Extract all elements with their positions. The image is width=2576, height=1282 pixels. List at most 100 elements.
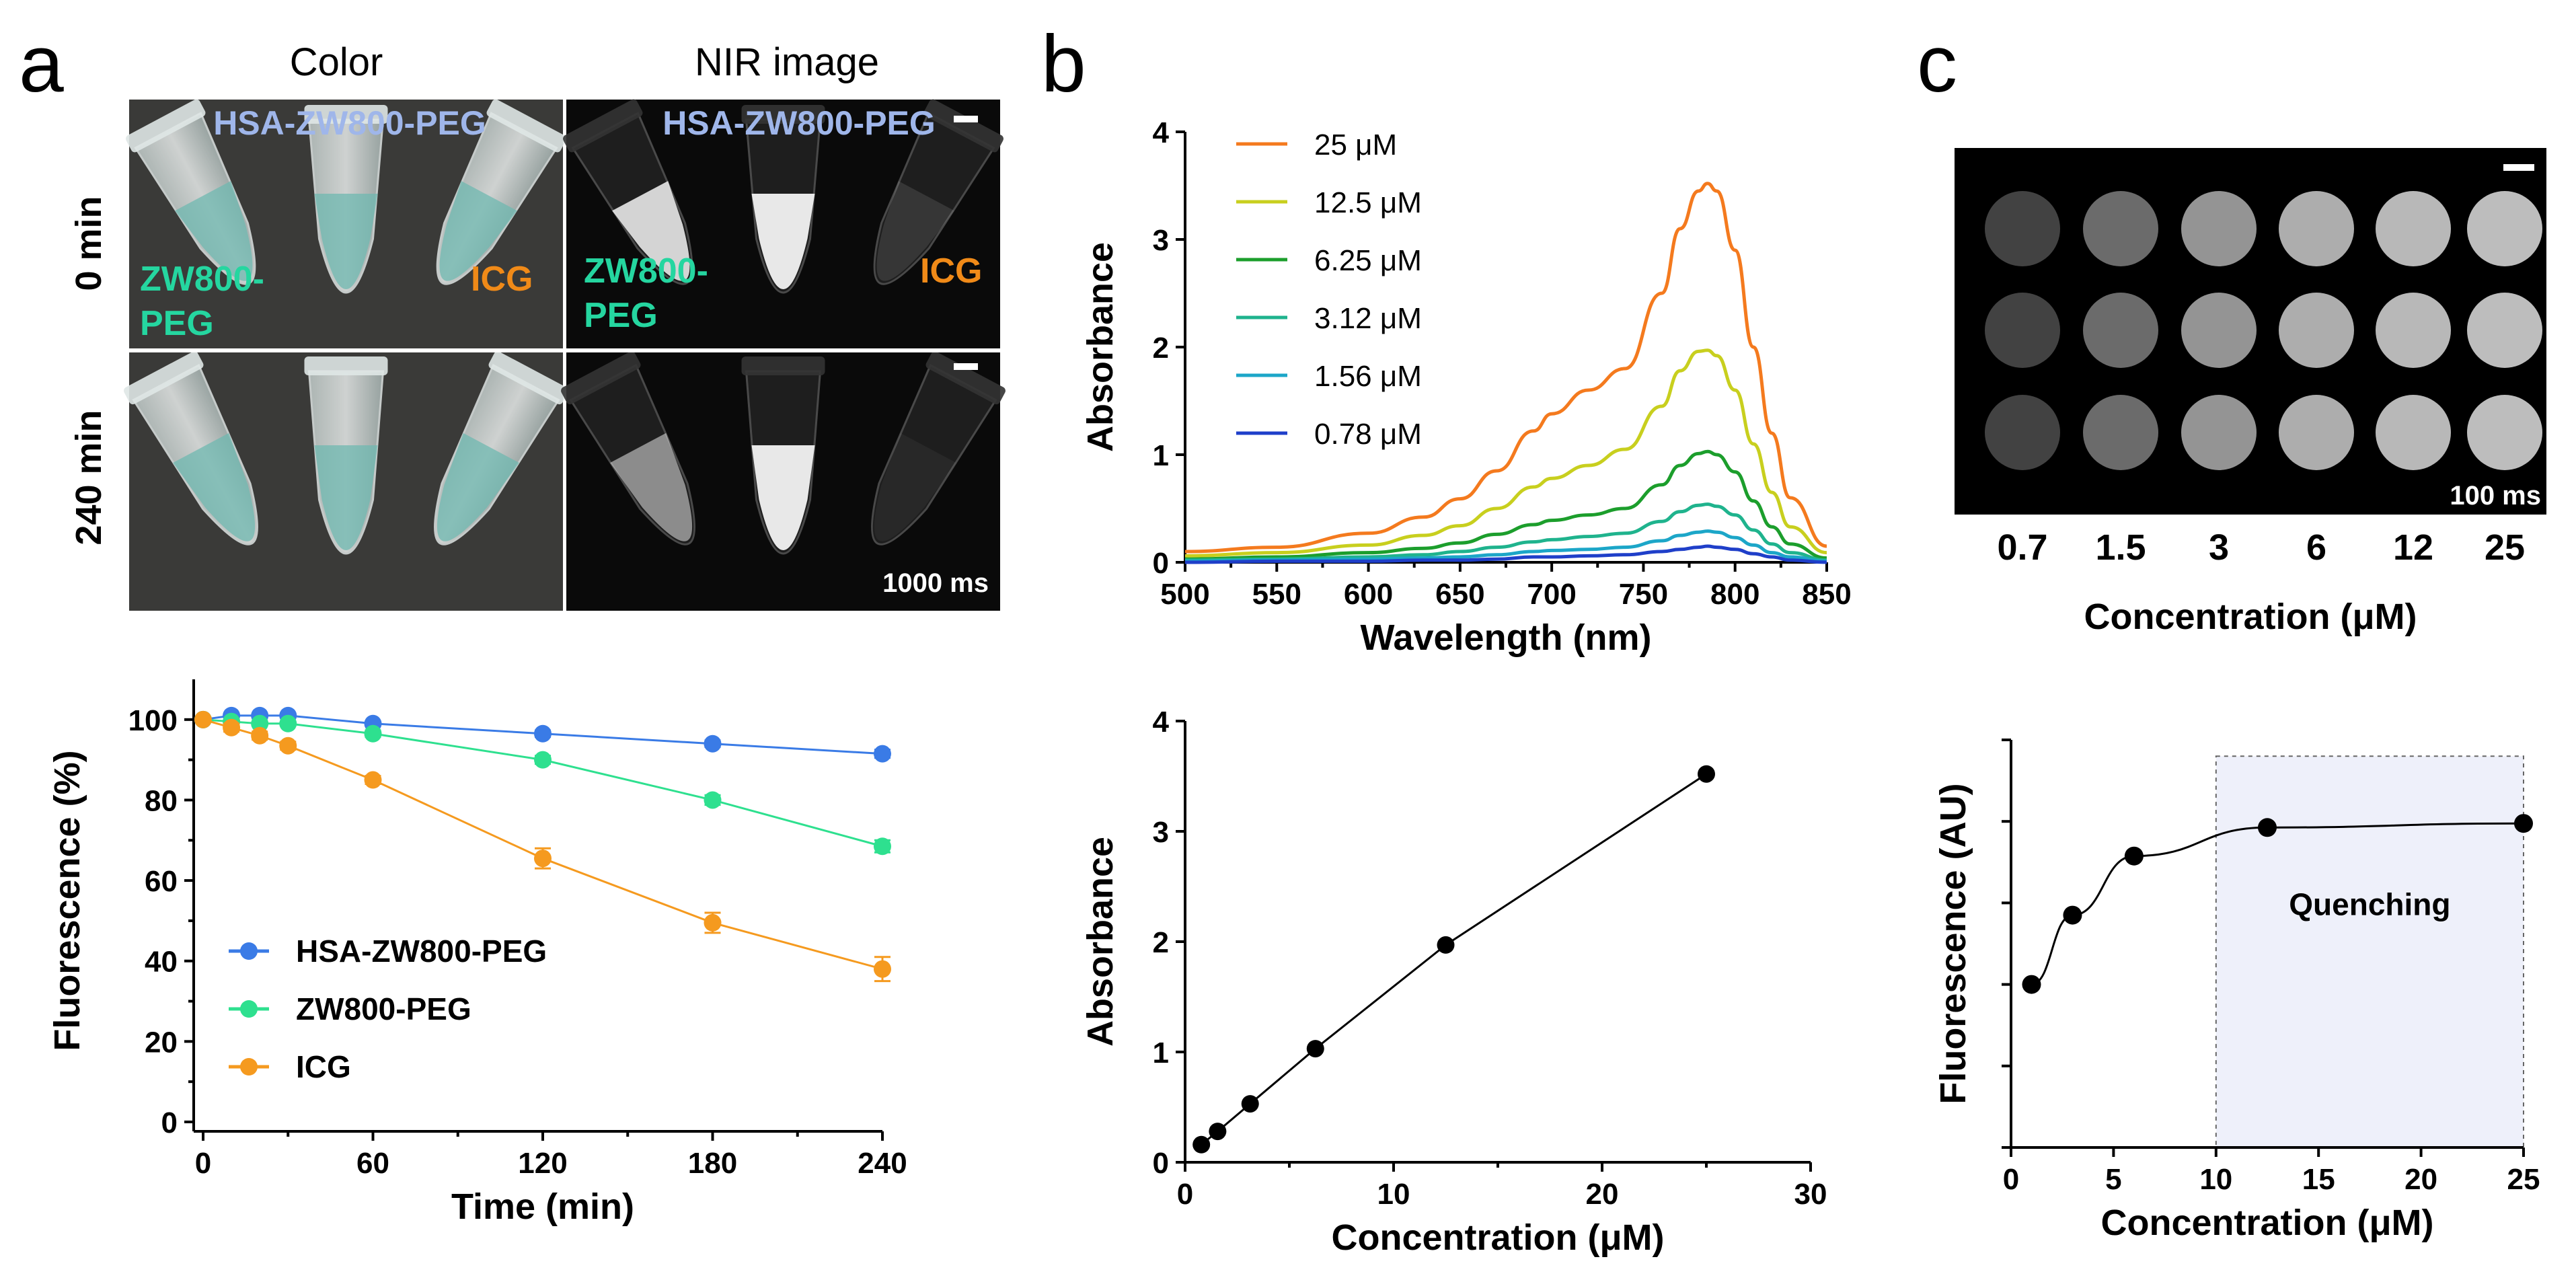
data-point-2-2 <box>251 726 269 745</box>
label-zw-color-2: PEG <box>140 304 214 343</box>
y-tick-label: 20 <box>145 1026 178 1059</box>
data-point-0-6 <box>704 734 722 753</box>
data-point-1-3 <box>279 714 297 732</box>
well-conc-label: 25 <box>2485 527 2525 568</box>
series-line-3 <box>1184 502 1827 562</box>
tube-liquid <box>612 181 690 281</box>
series-line-1 <box>1184 348 1827 558</box>
data-point-0-5 <box>1698 765 1715 783</box>
tube-body <box>873 112 995 285</box>
x-tick-label: 800 <box>1710 578 1759 611</box>
series-line-4 <box>1184 529 1827 563</box>
x-tick-label: 0 <box>2003 1163 2019 1196</box>
well-r0-c3 <box>2279 191 2354 266</box>
tube-liquid <box>874 432 956 541</box>
tube-liquid <box>610 432 693 541</box>
x-tick-label: 850 <box>1802 578 1851 611</box>
legend-entry: 1.56 μM <box>1314 360 1422 393</box>
y-tick-label: 3 <box>1153 816 1169 849</box>
well-grid <box>1985 191 2542 470</box>
tube-cap <box>488 351 568 405</box>
legend-entry: 6.25 μM <box>1314 244 1422 277</box>
well-concentration-labels: 0.7 1.5 3 6 12 25 <box>1997 527 2525 568</box>
well-r2-c2 <box>2181 395 2257 470</box>
well-r1-c0 <box>1985 293 2060 368</box>
well-r1-c5 <box>2467 293 2542 368</box>
label-zw-color-1: ZW800- <box>140 260 264 299</box>
data-point-1-5 <box>534 751 552 769</box>
x-tick-label: 25 <box>2507 1163 2540 1196</box>
tube-hsa-zw800-peg <box>741 105 825 294</box>
y-tick-label: 1 <box>1153 439 1169 472</box>
color-column-header: Color <box>290 40 383 84</box>
y-tick-label: 40 <box>145 946 178 979</box>
label-hsa-color: HSA-ZW800-PEG <box>213 104 486 142</box>
x-tick-label: 10 <box>2199 1163 2232 1196</box>
legend-marker <box>240 1058 258 1076</box>
y-axis-label: Absorbance <box>1080 242 1121 452</box>
tube-hsa-zw800-peg <box>304 356 388 555</box>
nir-column-header: NIR image <box>695 40 879 84</box>
data-point-2-6 <box>704 913 722 932</box>
x-tick-label: 650 <box>1435 578 1484 611</box>
well-r1-c4 <box>2376 293 2451 368</box>
chart-absorbance-vs-concentration: 0 10 20 30 0 1 2 3 4 Concentration (μM) Absorbance <box>1080 706 1827 1258</box>
data-point-2-0 <box>194 710 212 728</box>
tube-liquid <box>314 194 378 289</box>
legend-marker <box>240 942 258 960</box>
x-axis-label: Concentration (μM) <box>2101 1203 2434 1243</box>
tube-cap <box>124 351 204 405</box>
tube-liquid <box>439 181 517 281</box>
x-axis-label: Time (min) <box>451 1186 634 1227</box>
data-point-0-1 <box>2063 905 2082 925</box>
x-tick-label: 20 <box>2404 1163 2437 1196</box>
data-point-0-7 <box>874 745 891 763</box>
tube-cap <box>563 99 643 153</box>
well-r0-c5 <box>2467 191 2542 266</box>
well-r1-c1 <box>2083 293 2158 368</box>
tube-cap <box>304 356 388 375</box>
data-point-0-5 <box>534 724 552 743</box>
tube-liquid <box>751 194 815 289</box>
data-point-0-3 <box>2258 818 2277 837</box>
color-photo-0min <box>126 99 566 350</box>
row-label-0min: 0 min <box>69 196 109 291</box>
label-zw-nir-2: PEG <box>584 296 658 335</box>
well-conc-label: 12 <box>2393 527 2433 568</box>
well-r2-c3 <box>2279 395 2354 470</box>
y-tick-label: 4 <box>1153 116 1170 149</box>
x-tick-label: 750 <box>1619 578 1668 611</box>
legend-entry: 12.5 μM <box>1314 186 1422 219</box>
well-axis-label: Concentration (μM) <box>2084 597 2417 637</box>
y-tick-label: 0 <box>1153 547 1169 580</box>
legend-entry: 25 μM <box>1314 128 1397 161</box>
data-point-2-4 <box>364 771 382 789</box>
well-r2-c4 <box>2376 395 2451 470</box>
legend-entry: 0.78 μM <box>1314 418 1422 451</box>
y-tick-label: 100 <box>128 704 178 737</box>
well-r1-c2 <box>2181 293 2257 368</box>
y-tick-label: 1 <box>1153 1036 1169 1069</box>
tube-icg <box>870 351 1006 545</box>
data-point-1-7 <box>874 837 891 856</box>
quenching-label: Quenching <box>2289 887 2450 922</box>
label-icg-nir: ICG <box>920 252 982 291</box>
tube-liquid <box>175 181 253 281</box>
x-tick-label: 0 <box>195 1147 211 1180</box>
x-tick-label: 240 <box>858 1147 907 1180</box>
series-line-0 <box>1184 182 1827 554</box>
data-point-1-6 <box>704 791 722 809</box>
data-point-0-4 <box>2514 814 2533 833</box>
y-tick-label: 3 <box>1153 224 1169 257</box>
x-axis-label: Wavelength (nm) <box>1360 617 1651 658</box>
color-photo-240min <box>124 351 568 611</box>
well-r1-c3 <box>2279 293 2354 368</box>
well-r0-c2 <box>2181 191 2257 266</box>
quenching-region <box>2215 755 2525 1148</box>
tube-cap <box>126 99 206 153</box>
x-tick-label: 180 <box>688 1147 737 1180</box>
scale-bar-nir-0 <box>954 116 978 122</box>
tube-zw800-peg <box>563 99 693 285</box>
y-axis-label: Absorbance <box>1080 837 1121 1047</box>
